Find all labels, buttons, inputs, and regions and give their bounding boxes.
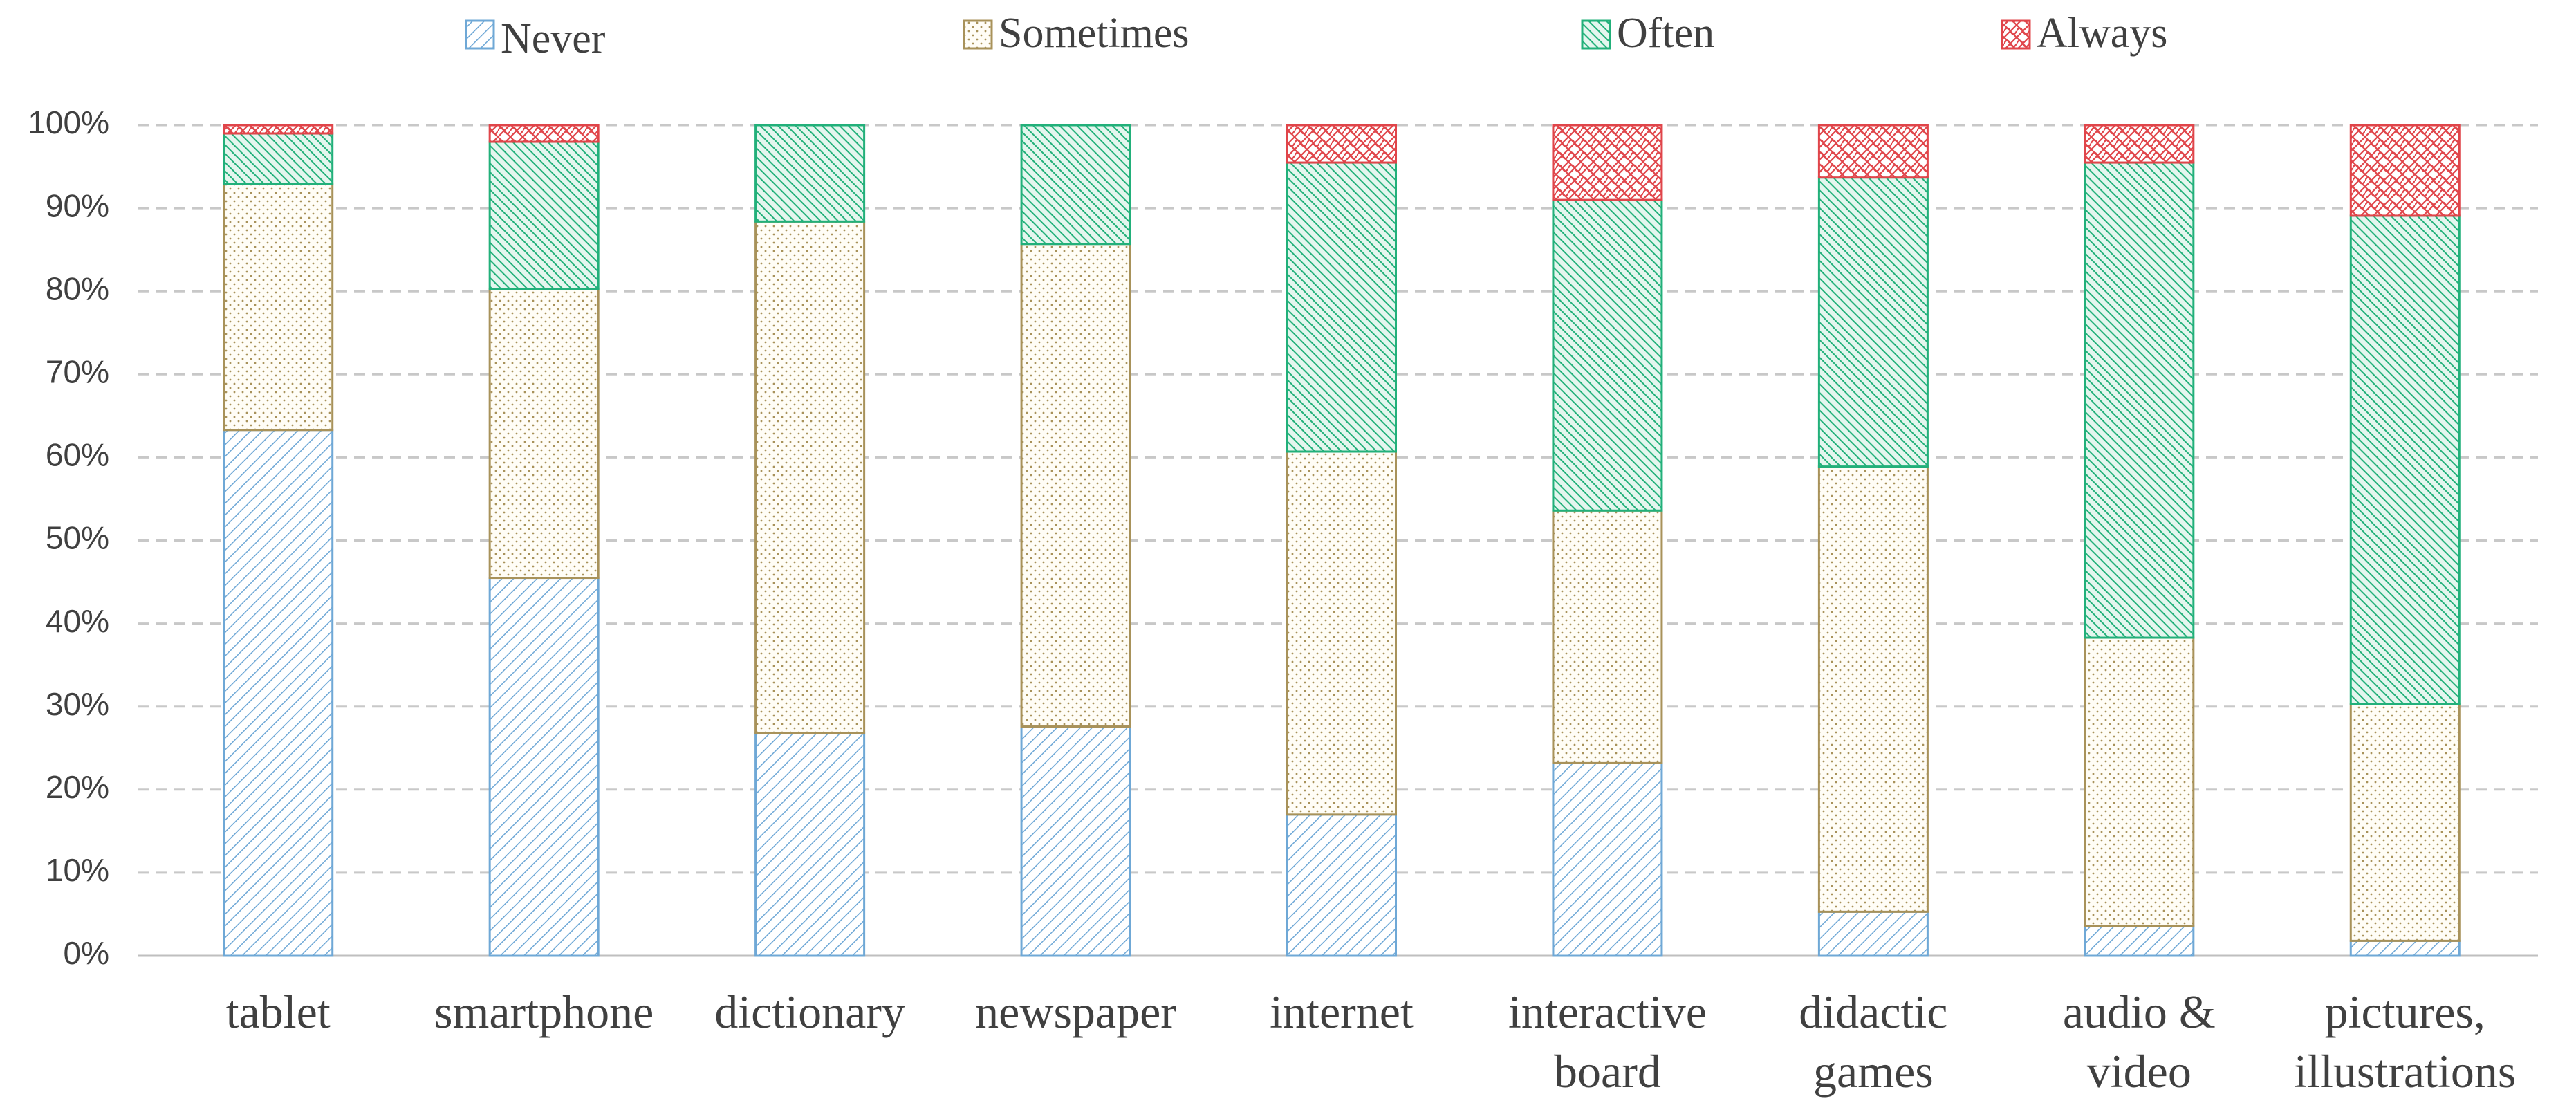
y-tick-label: 80%	[46, 270, 109, 306]
y-tick-label: 100%	[28, 104, 109, 140]
bar-segment	[488, 124, 600, 143]
y-tick-label: 70%	[46, 353, 109, 389]
y-tick-label: 60%	[46, 437, 109, 473]
bar-segment	[223, 132, 334, 185]
bar-segment	[1020, 725, 1131, 957]
x-tick-label: pictures, illustrations	[2294, 986, 2517, 1098]
bar-segment	[2349, 703, 2461, 942]
x-tick-label: newspaper	[975, 986, 1176, 1038]
y-tick-label: 40%	[46, 603, 109, 639]
bar-segment	[488, 577, 600, 957]
x-tick-label: didactic games	[1799, 986, 1948, 1098]
bar-segment	[488, 140, 600, 290]
bar-segment	[1552, 761, 1663, 957]
legend-label: Sometimes	[999, 10, 1189, 57]
y-tick-label: 50%	[46, 520, 109, 556]
legend-swatch	[963, 19, 993, 50]
bar-segment	[223, 183, 334, 432]
bar-segment	[1286, 450, 1397, 816]
bar-segment	[223, 429, 334, 957]
bar-segment	[2084, 636, 2195, 927]
y-tick-label: 0%	[64, 935, 109, 971]
y-tick-label: 90%	[46, 187, 109, 223]
y-tick-label: 30%	[46, 686, 109, 722]
bar-segment	[1552, 509, 1663, 764]
x-tick-label: smartphone	[434, 986, 654, 1038]
bar-segment	[1020, 124, 1131, 246]
x-tick-label: tablet	[225, 986, 331, 1038]
x-tick-label: dictionary	[714, 986, 905, 1038]
legend-label: Always	[2037, 10, 2167, 57]
bar-segment	[1817, 910, 1929, 957]
bar-segment	[1286, 161, 1397, 453]
bar-segment	[1817, 124, 1929, 179]
y-tick-label: 10%	[46, 852, 109, 888]
bar-segment	[1286, 124, 1397, 164]
bar-segment	[488, 288, 600, 580]
bar-segment	[1020, 243, 1131, 728]
bar-segment	[2084, 925, 2195, 957]
bar-segment	[754, 732, 866, 957]
bar-segment	[223, 124, 334, 135]
bar-segment	[1817, 176, 1929, 468]
bar-segment	[2084, 124, 2195, 164]
x-tick-label: interactive board	[1508, 986, 1707, 1098]
legend-swatch	[465, 19, 495, 50]
bar-segment	[2349, 124, 2461, 217]
legend-swatch	[1581, 19, 1611, 50]
bar-segment	[1286, 813, 1397, 957]
bar-segment	[2349, 939, 2461, 957]
y-tick-label: 20%	[46, 769, 109, 805]
bar-segment	[1817, 465, 1929, 913]
bar-segment	[2084, 161, 2195, 639]
legend-swatch	[2001, 19, 2031, 50]
x-tick-label: audio & video	[2062, 986, 2216, 1098]
bar-segment	[1552, 198, 1663, 512]
bar-segment	[1552, 124, 1663, 201]
bar-segment	[754, 220, 866, 734]
legend-label: Never	[501, 15, 606, 62]
x-tick-label: internet	[1270, 986, 1414, 1038]
legend-label: Often	[1617, 10, 1714, 57]
bar-segment	[754, 124, 866, 223]
bar-segment	[2349, 214, 2461, 705]
